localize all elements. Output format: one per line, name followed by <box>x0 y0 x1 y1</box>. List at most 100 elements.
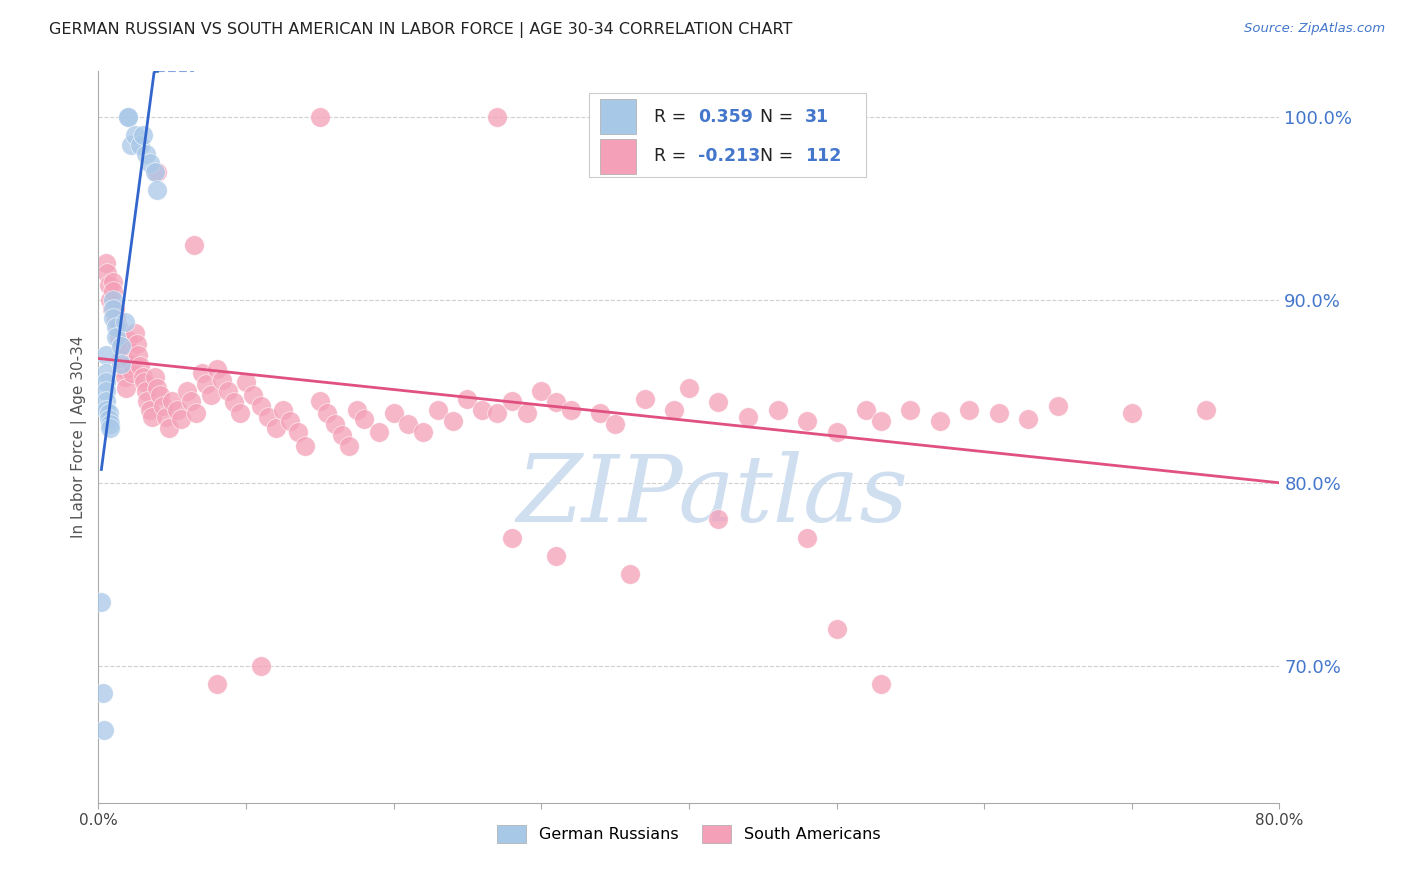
Point <box>855 402 877 417</box>
Point <box>97 406 120 420</box>
Text: R =: R = <box>654 147 692 165</box>
Point <box>605 417 627 432</box>
Bar <box>600 139 636 174</box>
Point <box>125 336 148 351</box>
Point <box>217 384 239 399</box>
Point <box>149 388 172 402</box>
Point <box>143 369 166 384</box>
Point <box>1195 402 1218 417</box>
Point <box>309 393 332 408</box>
Point <box>111 351 134 366</box>
Text: 31: 31 <box>804 108 828 126</box>
Point <box>110 357 132 371</box>
Point <box>114 315 136 329</box>
Point <box>211 373 233 387</box>
Point <box>166 402 188 417</box>
Point <box>929 414 952 428</box>
Point <box>117 333 139 347</box>
FancyBboxPatch shape <box>589 94 866 178</box>
Point <box>97 411 120 425</box>
Point <box>121 366 143 380</box>
Point <box>94 402 117 417</box>
Point <box>257 409 280 424</box>
Point <box>110 338 132 352</box>
Point <box>870 414 893 428</box>
Point <box>900 402 922 417</box>
Point <box>250 658 273 673</box>
Point <box>98 293 121 307</box>
Legend: German Russians, South Americans: German Russians, South Americans <box>491 819 887 850</box>
Point <box>98 421 121 435</box>
Point <box>323 417 346 432</box>
Point <box>107 320 129 334</box>
Point <box>988 406 1011 420</box>
Point <box>766 402 789 417</box>
Point <box>134 375 156 389</box>
Text: -0.213: -0.213 <box>699 147 761 165</box>
Point <box>200 388 222 402</box>
Point <box>1046 399 1070 413</box>
Point <box>97 278 120 293</box>
Point <box>124 128 146 143</box>
Point <box>959 402 981 417</box>
Point <box>135 384 157 399</box>
Point <box>162 393 183 408</box>
Point <box>100 301 122 316</box>
Point <box>398 417 420 432</box>
Point <box>546 395 568 409</box>
Point <box>103 293 125 307</box>
Point <box>128 137 150 152</box>
Point <box>127 348 149 362</box>
Point <box>516 406 538 420</box>
Point <box>90 594 112 608</box>
Point <box>382 406 405 420</box>
Point <box>353 411 375 425</box>
Point <box>139 402 162 417</box>
Point <box>330 428 353 442</box>
Point <box>242 388 264 402</box>
Point <box>124 326 146 340</box>
Point <box>309 110 332 124</box>
Point <box>280 414 302 428</box>
Point <box>152 399 174 413</box>
Point <box>108 329 131 343</box>
Point <box>457 392 479 406</box>
Text: 112: 112 <box>804 147 841 165</box>
Point <box>229 406 252 420</box>
Point <box>170 411 193 425</box>
Point <box>157 421 180 435</box>
Point <box>180 393 202 408</box>
Point <box>93 723 115 737</box>
Point <box>339 439 361 453</box>
Point <box>103 284 125 298</box>
Text: 0.359: 0.359 <box>699 108 754 126</box>
Point <box>287 425 309 439</box>
Point <box>294 439 316 453</box>
Point <box>707 512 730 526</box>
Point <box>96 265 118 279</box>
Text: Source: ZipAtlas.com: Source: ZipAtlas.com <box>1244 22 1385 36</box>
Point <box>183 238 205 252</box>
Point <box>471 402 494 417</box>
Point <box>205 677 228 691</box>
Point <box>486 406 509 420</box>
Point <box>589 406 612 420</box>
Point <box>486 110 509 124</box>
Point <box>368 425 391 439</box>
Point <box>128 359 150 373</box>
Point <box>560 402 582 417</box>
Point <box>103 301 125 316</box>
Point <box>176 384 198 399</box>
Y-axis label: In Labor Force | Age 30-34: In Labor Force | Age 30-34 <box>72 335 87 539</box>
Point <box>146 381 169 395</box>
Point <box>117 110 139 124</box>
Point <box>264 421 287 435</box>
Point <box>136 393 159 408</box>
Point <box>103 275 125 289</box>
Point <box>191 366 214 380</box>
Point <box>146 183 169 197</box>
Point <box>796 414 818 428</box>
Text: GERMAN RUSSIAN VS SOUTH AMERICAN IN LABOR FORCE | AGE 30-34 CORRELATION CHART: GERMAN RUSSIAN VS SOUTH AMERICAN IN LABO… <box>49 22 793 38</box>
Point <box>501 393 523 408</box>
Point <box>115 381 138 395</box>
